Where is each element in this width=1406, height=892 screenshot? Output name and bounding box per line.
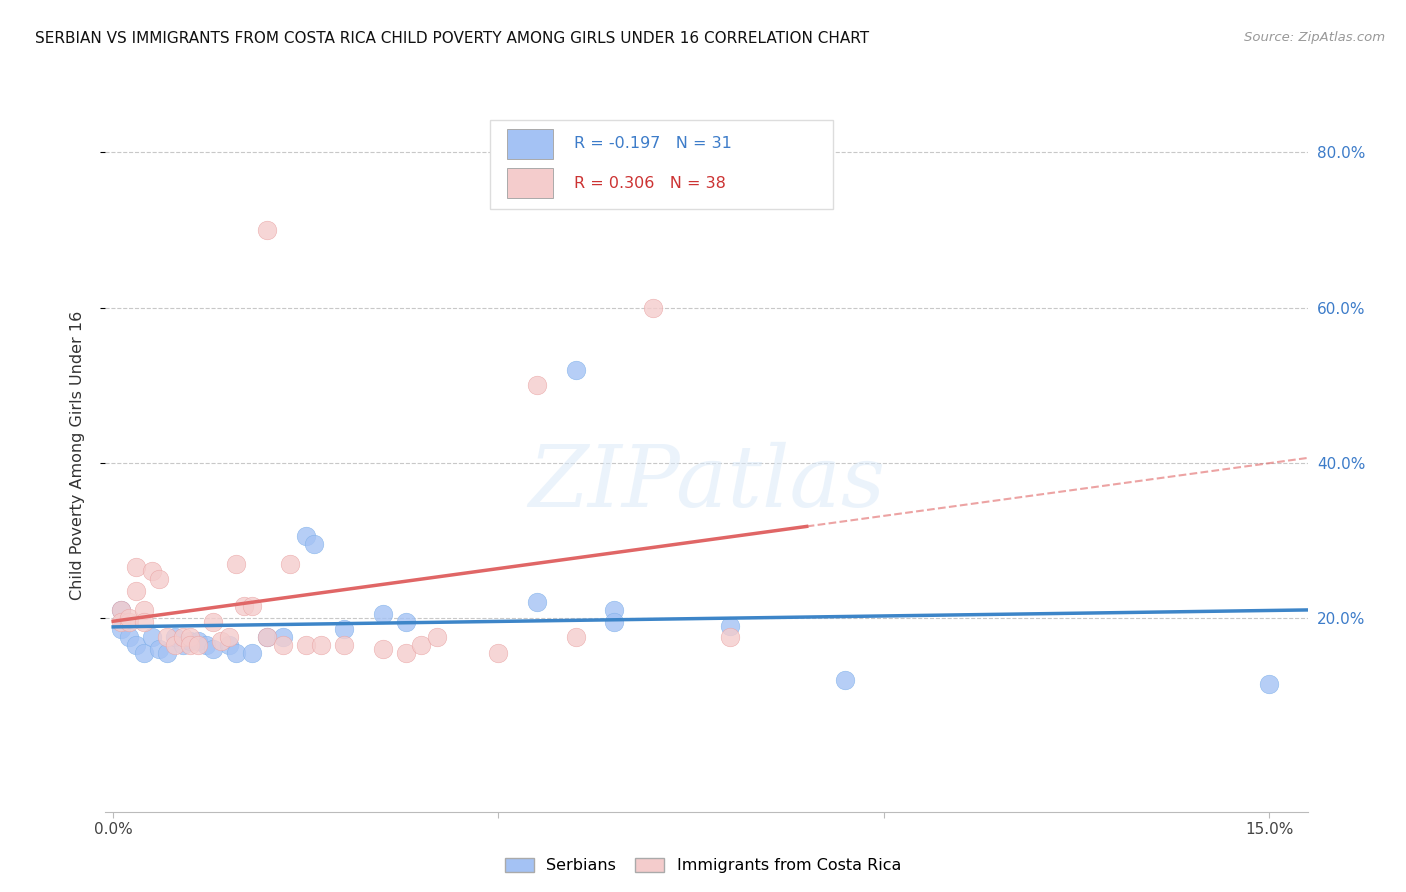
Point xyxy=(132,646,155,660)
Point xyxy=(488,646,510,660)
Point xyxy=(148,641,170,656)
Point xyxy=(141,630,163,644)
Point xyxy=(156,646,179,660)
Point xyxy=(1258,677,1281,691)
Point xyxy=(187,638,209,652)
Point xyxy=(117,630,139,644)
Point xyxy=(110,615,132,629)
Point xyxy=(309,638,332,652)
Point xyxy=(141,564,163,578)
Point xyxy=(271,638,294,652)
Point xyxy=(225,557,247,571)
Point xyxy=(564,362,586,376)
Y-axis label: Child Poverty Among Girls Under 16: Child Poverty Among Girls Under 16 xyxy=(70,310,84,599)
Point xyxy=(172,630,194,644)
Point xyxy=(132,603,155,617)
Point xyxy=(603,603,626,617)
Legend: Serbians, Immigrants from Costa Rica: Serbians, Immigrants from Costa Rica xyxy=(498,851,908,880)
Point xyxy=(526,378,548,392)
Point xyxy=(179,638,201,652)
Point xyxy=(333,638,356,652)
Point xyxy=(641,301,664,315)
Point xyxy=(718,618,741,632)
Point xyxy=(225,646,247,660)
Point xyxy=(125,583,148,598)
Point xyxy=(256,630,278,644)
Point xyxy=(218,638,240,652)
Point xyxy=(117,615,139,629)
Point xyxy=(209,634,232,648)
Point xyxy=(395,615,418,629)
Point xyxy=(156,630,179,644)
Text: R = -0.197   N = 31: R = -0.197 N = 31 xyxy=(574,136,733,152)
Text: Source: ZipAtlas.com: Source: ZipAtlas.com xyxy=(1244,31,1385,45)
Point xyxy=(302,537,325,551)
Point xyxy=(125,560,148,574)
Point xyxy=(110,603,132,617)
Point xyxy=(187,634,209,648)
Text: SERBIAN VS IMMIGRANTS FROM COSTA RICA CHILD POVERTY AMONG GIRLS UNDER 16 CORRELA: SERBIAN VS IMMIGRANTS FROM COSTA RICA CH… xyxy=(35,31,869,46)
Point xyxy=(110,603,132,617)
Point xyxy=(371,641,394,656)
Point xyxy=(117,611,139,625)
Point xyxy=(295,529,318,543)
Point xyxy=(202,615,225,629)
Point xyxy=(202,641,225,656)
Bar xyxy=(508,128,553,159)
Point xyxy=(371,607,394,621)
Point xyxy=(426,630,449,644)
Point xyxy=(564,630,586,644)
Point xyxy=(179,634,201,648)
Point xyxy=(526,595,548,609)
Point xyxy=(148,572,170,586)
Point xyxy=(132,615,155,629)
Point xyxy=(194,638,217,652)
Point xyxy=(163,630,186,644)
Point xyxy=(718,630,741,644)
Point xyxy=(218,630,240,644)
Bar xyxy=(508,168,553,198)
Point xyxy=(240,599,263,614)
Point xyxy=(256,630,278,644)
Point xyxy=(125,638,148,652)
Text: R = 0.306   N = 38: R = 0.306 N = 38 xyxy=(574,176,725,191)
Point xyxy=(395,646,418,660)
Text: ZIPatlas: ZIPatlas xyxy=(527,442,886,524)
Point xyxy=(834,673,856,687)
Point xyxy=(233,599,256,614)
Point xyxy=(295,638,318,652)
Point xyxy=(256,223,278,237)
Point xyxy=(172,638,194,652)
FancyBboxPatch shape xyxy=(491,120,832,209)
Point xyxy=(179,630,201,644)
Point xyxy=(411,638,433,652)
Point xyxy=(603,615,626,629)
Point xyxy=(333,623,356,637)
Point xyxy=(271,630,294,644)
Point xyxy=(240,646,263,660)
Point xyxy=(280,557,302,571)
Point xyxy=(163,638,186,652)
Point xyxy=(110,623,132,637)
